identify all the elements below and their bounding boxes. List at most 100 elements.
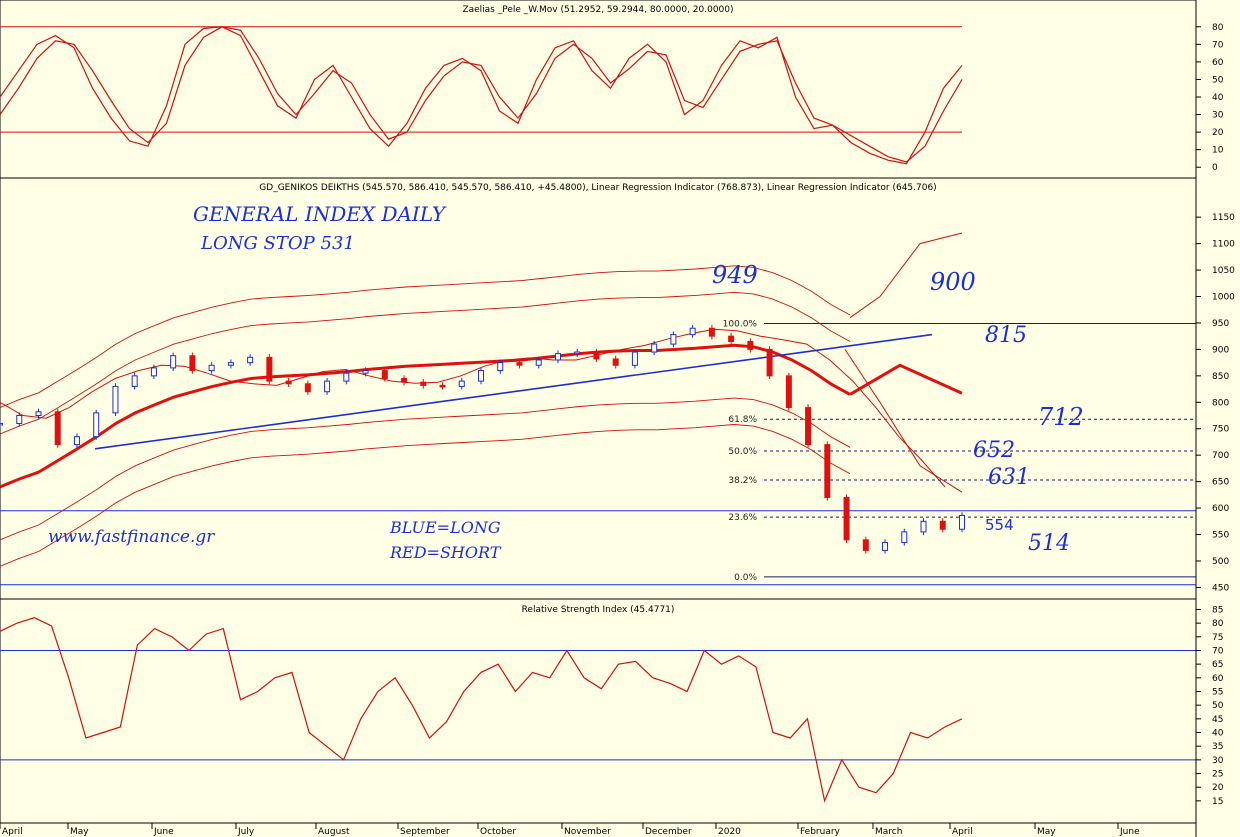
- candle-body: [73, 436, 80, 446]
- candle-body: [593, 351, 600, 360]
- candle-body: [651, 343, 658, 353]
- month-label: February: [800, 827, 841, 837]
- rsi-scale-tick-label: 70: [1212, 646, 1224, 656]
- fibonacci-label: 0.0%: [734, 573, 757, 583]
- candle-body: [112, 385, 119, 414]
- candle-body: [35, 411, 42, 417]
- rsi-scale-tick-label: 30: [1212, 756, 1224, 766]
- linear-regression-long: [0, 343, 851, 489]
- regression-lower-band: [0, 397, 851, 541]
- price-scale-tick-label: 650: [1212, 478, 1229, 488]
- price-scale-tick-label: 1000: [1212, 293, 1235, 303]
- price-scale-tick-label: 800: [1212, 398, 1229, 408]
- annotation-red-short: RED=SHORT: [389, 543, 502, 562]
- month-label: December: [645, 827, 692, 837]
- stochastic-scale-tick-label: 30: [1212, 111, 1224, 121]
- candle-body: [0, 422, 3, 426]
- candle-body: [420, 381, 427, 386]
- month-label: September: [400, 827, 450, 837]
- annotation-652: 652: [973, 438, 1015, 463]
- candle-body: [901, 531, 908, 543]
- price-scale-tick-label: 850: [1212, 372, 1229, 382]
- candle-body: [285, 380, 292, 385]
- stochastic-title: Zaelias _Pele _W.Mov (51.2952, 59.2944, …: [462, 5, 733, 15]
- price-scale-tick-label: 450: [1212, 583, 1229, 593]
- month-label: June: [1119, 827, 1140, 837]
- candle-body: [478, 370, 484, 382]
- rsi-scale-tick-label: 55: [1212, 687, 1223, 697]
- month-label: March: [875, 827, 902, 837]
- candle-body: [612, 358, 619, 366]
- linear-regression-short: [0, 328, 946, 488]
- candle-body: [882, 541, 889, 551]
- candle-body: [439, 384, 446, 388]
- rsi-scale-tick-label: 35: [1212, 742, 1223, 752]
- price-scale-tick-label: 1100: [1212, 240, 1235, 250]
- month-label: April: [2, 827, 23, 837]
- candle-body: [516, 362, 523, 366]
- annotation-815: 815: [985, 323, 1027, 348]
- price-scale-tick-label: 750: [1212, 425, 1229, 435]
- rsi-scale-tick-label: 80: [1212, 619, 1224, 629]
- stochastic-scale-tick-label: 50: [1212, 75, 1224, 85]
- annotation-long-stop: LONG STOP 531: [200, 233, 355, 254]
- rsi-line: [0, 617, 963, 803]
- regression-upper-band: [0, 265, 851, 409]
- rsi-scale-tick-label: 65: [1212, 660, 1223, 670]
- linear-regression-long-extension: [849, 363, 963, 396]
- candle-body: [208, 364, 215, 372]
- candle-body: [670, 334, 677, 345]
- rsi-scale-tick-label: 85: [1212, 605, 1223, 615]
- rsi-scale-tick-label: 50: [1212, 701, 1224, 711]
- candle-body: [170, 355, 177, 369]
- rsi-scale-tick-label: 15: [1212, 797, 1223, 807]
- candle-body: [189, 355, 196, 372]
- candle-body: [497, 362, 504, 372]
- stochastic-slow-line: [0, 26, 963, 163]
- candle-body: [862, 539, 869, 551]
- candle-body: [362, 370, 369, 374]
- price-scale-tick-label: 1050: [1212, 266, 1235, 276]
- fibonacci-label: 100.0%: [723, 319, 758, 329]
- price-scale: 0 10 20 30 40 50 60 70 80 450 500 550 600 650 700 750 80…: [1196, 23, 1235, 807]
- month-label: August: [318, 827, 350, 837]
- candle-body: [574, 351, 581, 355]
- rsi-title: Relative Strength Index (45.4771): [522, 605, 675, 615]
- price-scale-tick-label: 950: [1212, 319, 1229, 329]
- fibonacci-label: 23.6%: [728, 513, 757, 523]
- candle-body: [304, 383, 311, 393]
- candle-body: [554, 353, 561, 361]
- candle-body: [324, 380, 331, 393]
- candle-body: [824, 444, 831, 498]
- annotation-554: 554: [985, 516, 1014, 534]
- plot-background: [0, 0, 1196, 837]
- regression-upper-band: [0, 291, 851, 435]
- candle-body: [805, 407, 812, 446]
- annotation-blue-long: BLUE=LONG: [389, 518, 501, 537]
- month-label: April: [952, 827, 973, 837]
- candle-body: [381, 370, 388, 379]
- candle-body: [458, 380, 465, 387]
- fibonacci-label: 50.0%: [728, 447, 757, 457]
- candle-body: [631, 351, 638, 366]
- fibonacci-label: 38.2%: [728, 476, 757, 486]
- stochastic-scale-tick-label: 0: [1212, 163, 1218, 173]
- price-scale-background: [1196, 0, 1240, 837]
- month-label: 2020: [718, 827, 741, 837]
- candle-body: [708, 327, 715, 337]
- rsi-scale-tick-label: 45: [1212, 715, 1223, 725]
- candle-body: [535, 359, 542, 366]
- candle-body: [16, 415, 23, 424]
- stochastic-plot: [0, 26, 963, 165]
- month-label: May: [1037, 827, 1056, 837]
- rsi-scale-tick-label: 25: [1212, 770, 1223, 780]
- rsi-scale-tick-label: 60: [1212, 674, 1224, 684]
- candle-body: [150, 367, 157, 377]
- annotation-website: www.fastfinance.gr: [48, 527, 215, 547]
- regression-short-lower: [844, 349, 963, 493]
- candle-body: [401, 377, 408, 383]
- candle-body: [131, 375, 138, 387]
- candle-body: [959, 514, 965, 530]
- candle-body: [689, 327, 696, 336]
